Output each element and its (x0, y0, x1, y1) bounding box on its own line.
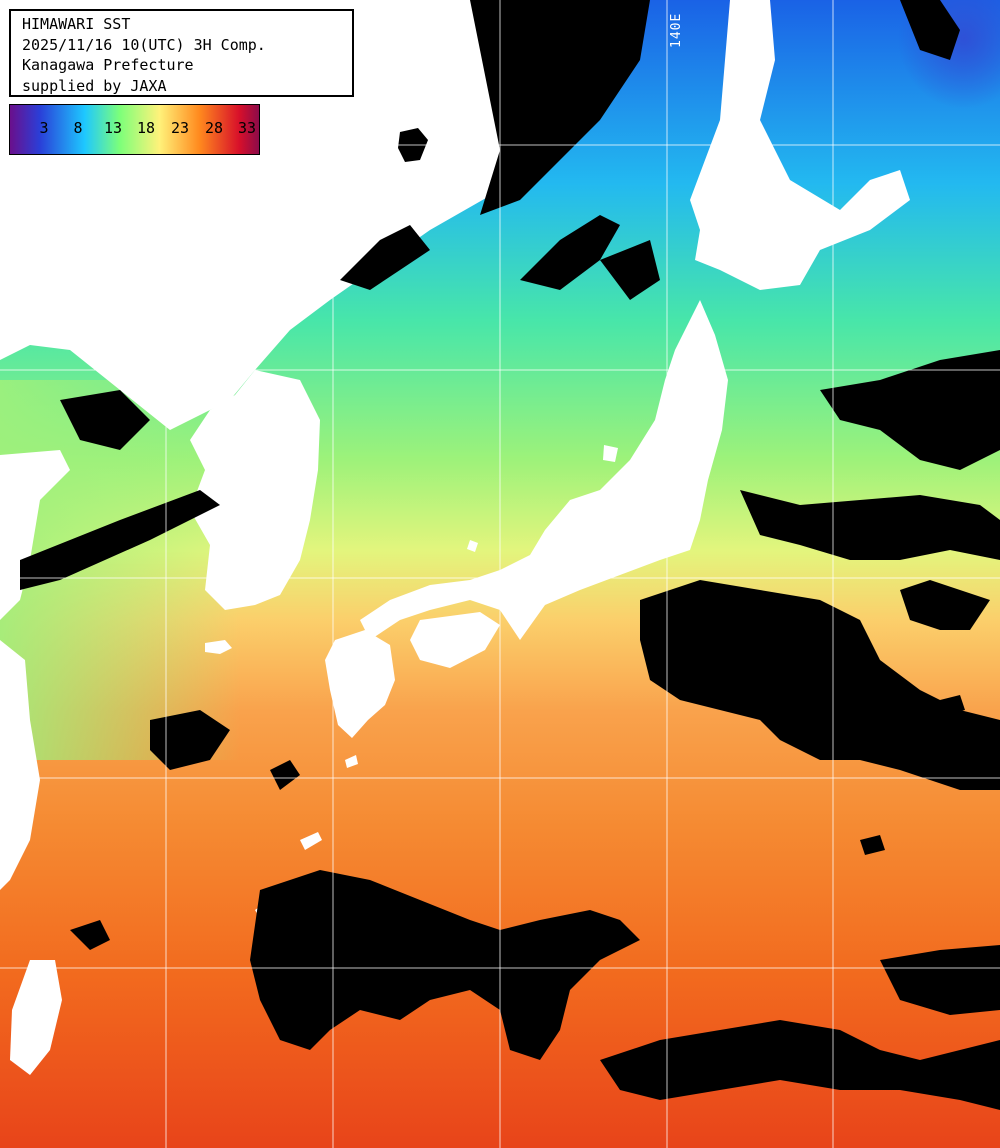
cloud-china-coast (150, 710, 230, 770)
title-line-region: Kanagawa Prefecture (22, 56, 194, 74)
title-line-source: supplied by JAXA (22, 76, 167, 95)
cloud-layer (20, 0, 1000, 1110)
cloud-west-streak (20, 490, 220, 590)
cloud-yellow-sea (60, 390, 150, 450)
korean-peninsula (190, 370, 320, 610)
cloud-pacific-south-1 (250, 870, 640, 1060)
cloud-north-sea-2 (520, 215, 620, 290)
cloud-hokkaido-west (600, 240, 660, 300)
cloud-north-sea-1 (340, 225, 430, 290)
cloud-scatter-3 (940, 695, 965, 715)
legend-tick: 18 (136, 119, 156, 137)
cloud-scatter-2 (860, 835, 885, 855)
honshu (360, 300, 728, 640)
legend-tick: 33 (237, 119, 257, 137)
ryukyu-islands-2 (300, 832, 322, 850)
cloud-kuril (900, 0, 960, 60)
cloud-east-honshu-2 (740, 490, 1000, 560)
legend-tick: 28 (204, 119, 224, 137)
legend-labels: 3 8 13 18 23 28 33 (10, 119, 259, 139)
title-line-datetime: 2025/11/16 10(UTC) 3H Comp. (22, 35, 266, 54)
oki-island (467, 540, 478, 552)
title-box: HIMAWARI SST 2025/11/16 10(UTC) 3H Comp.… (9, 9, 354, 97)
kyushu (325, 630, 395, 738)
sado-island (603, 445, 618, 462)
cloud-pacific-east (640, 580, 1000, 790)
title-line-product: HIMAWARI SST (22, 15, 131, 33)
legend-tick: 8 (73, 119, 83, 137)
china-coast-south (0, 640, 40, 890)
color-legend: 3 8 13 18 23 28 33 (9, 104, 260, 155)
cloud-east-islands (900, 580, 990, 630)
legend-tick: 3 (39, 119, 49, 137)
taiwan (10, 960, 62, 1075)
legend-tick: 23 (170, 119, 190, 137)
cloud-taiwan-east (70, 920, 110, 950)
legend-tick: 13 (103, 119, 123, 137)
shikoku (410, 612, 500, 668)
cloud-east-honshu-1 (820, 350, 1000, 470)
ryukyu-islands-3 (345, 755, 358, 768)
longitude-label: 140E (669, 12, 684, 48)
cloud-north-mainland (470, 0, 650, 215)
jeju-island (205, 640, 232, 654)
sakhalin-hokkaido (690, 0, 910, 290)
legend-colorbar (10, 105, 259, 154)
cloud-scatter-1 (270, 760, 300, 790)
cloud-pacific-se (880, 945, 1000, 1015)
cloud-pacific-south-2 (600, 1020, 1000, 1110)
